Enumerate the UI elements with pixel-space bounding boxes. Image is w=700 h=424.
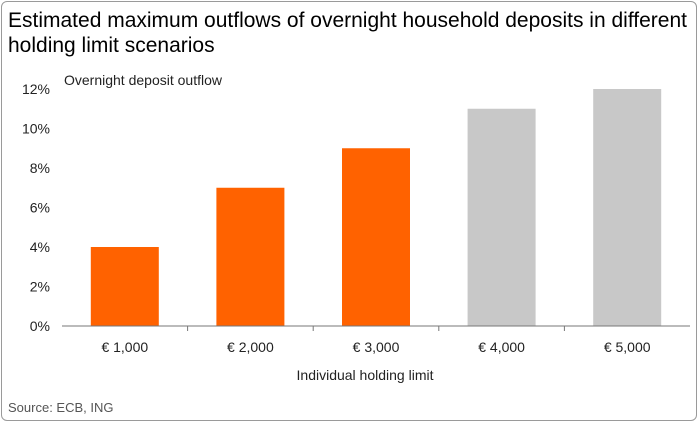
x-tick-label: € 5,000 — [604, 339, 651, 355]
bar-3 — [342, 148, 410, 326]
y-tick-label: 4% — [30, 239, 50, 255]
y-tick-label: 10% — [22, 121, 50, 137]
source-note: Source: ECB, ING — [8, 400, 114, 415]
y-tick-label: 8% — [30, 160, 50, 176]
y-tick-label: 12% — [22, 81, 50, 97]
x-axis-label: Individual holding limit — [297, 367, 434, 383]
x-tick-label: € 3,000 — [353, 339, 400, 355]
bar-5 — [593, 89, 662, 326]
x-tick-label: € 1,000 — [101, 339, 148, 355]
y-axis-label: Overnight deposit outflow — [64, 72, 223, 88]
y-tick-label: 0% — [30, 318, 50, 334]
y-tick-label: 6% — [30, 200, 50, 216]
bar-2 — [216, 187, 285, 326]
chart-title: Estimated maximum outflows of overnight … — [8, 9, 687, 57]
y-tick-label: 2% — [30, 279, 50, 295]
bar-4 — [467, 108, 536, 326]
x-tick-label: € 2,000 — [227, 339, 274, 355]
bar-1 — [90, 247, 159, 326]
x-tick-label: € 4,000 — [478, 339, 525, 355]
